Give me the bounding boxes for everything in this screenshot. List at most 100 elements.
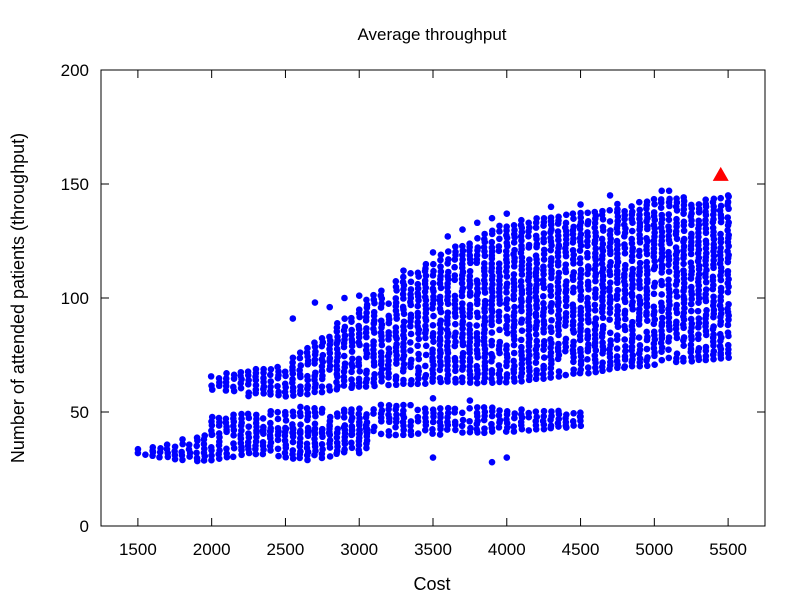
data-point [635, 334, 643, 341]
data-point [555, 269, 563, 277]
data-point [665, 223, 672, 230]
data-point [503, 416, 510, 423]
data-point [591, 301, 599, 309]
data-point [644, 223, 651, 230]
data-point [533, 413, 541, 421]
data-point [230, 432, 237, 439]
data-point [606, 218, 614, 225]
y-tick-label: 100 [61, 289, 89, 308]
data-point [370, 406, 377, 413]
data-point [134, 449, 142, 457]
data-point [473, 322, 481, 329]
data-point [644, 276, 651, 284]
data-point [474, 285, 481, 292]
data-point [503, 454, 511, 461]
data-point [547, 255, 555, 262]
data-point [238, 427, 245, 434]
data-point [436, 374, 444, 382]
data-point [547, 214, 555, 221]
data-point [473, 329, 481, 337]
data-point [591, 307, 599, 314]
data-point [503, 280, 511, 288]
data-point [672, 244, 680, 251]
data-point [548, 299, 555, 307]
data-point [274, 382, 281, 390]
data-point [481, 230, 488, 238]
data-point [510, 428, 518, 435]
data-point [717, 230, 724, 238]
data-point [414, 430, 422, 437]
data-point [687, 250, 695, 258]
data-point [444, 338, 451, 346]
data-point [311, 435, 318, 443]
data-point [599, 302, 606, 309]
data-point [533, 318, 541, 326]
points-layer [134, 166, 732, 466]
data-point [672, 288, 680, 295]
data-point [399, 290, 407, 298]
data-point [422, 334, 429, 342]
data-point [444, 404, 452, 412]
data-point [334, 333, 341, 341]
data-point [665, 346, 672, 353]
data-point [680, 235, 688, 243]
data-point [466, 289, 474, 296]
data-point [540, 305, 548, 312]
data-point [724, 321, 732, 329]
data-point [680, 218, 688, 226]
data-point [621, 336, 629, 343]
data-point [436, 431, 444, 438]
data-point [348, 314, 355, 322]
data-point [230, 411, 237, 419]
data-point [252, 411, 260, 419]
data-point [355, 449, 363, 457]
data-point [452, 243, 459, 250]
data-point [518, 406, 525, 413]
data-point [665, 232, 673, 240]
data-point [393, 411, 400, 418]
data-point [429, 346, 436, 353]
data-point [452, 338, 459, 346]
data-point [414, 290, 421, 297]
data-point [267, 424, 274, 432]
data-point [429, 285, 437, 293]
data-point [643, 345, 651, 353]
data-point [666, 195, 673, 203]
data-point [341, 422, 349, 429]
data-point [607, 337, 614, 344]
data-point [473, 309, 481, 317]
y-tick-label: 0 [80, 517, 89, 536]
data-point [606, 279, 614, 286]
data-point [333, 410, 341, 417]
data-point [584, 238, 591, 245]
data-point [466, 397, 474, 404]
data-point [702, 352, 710, 360]
data-point [430, 312, 437, 320]
data-point [584, 356, 591, 363]
data-point [680, 227, 688, 235]
data-point [207, 373, 215, 380]
data-point [318, 388, 326, 396]
data-point [348, 444, 356, 452]
data-point [223, 370, 230, 377]
data-point [532, 293, 540, 301]
data-point [289, 447, 297, 454]
data-point [643, 198, 651, 205]
data-point [658, 356, 666, 364]
data-point [673, 293, 681, 300]
data-point [458, 409, 466, 417]
data-point [525, 332, 533, 339]
data-point [378, 407, 386, 414]
data-point [458, 374, 466, 381]
data-point [281, 380, 289, 388]
data-point [643, 263, 651, 271]
data-point [680, 194, 688, 201]
data-point [717, 284, 725, 292]
data-point [348, 406, 355, 413]
data-point [237, 384, 245, 392]
data-point [443, 326, 451, 334]
data-point [695, 315, 703, 322]
data-point [650, 303, 658, 311]
data-point [289, 315, 297, 322]
data-point [629, 298, 636, 306]
